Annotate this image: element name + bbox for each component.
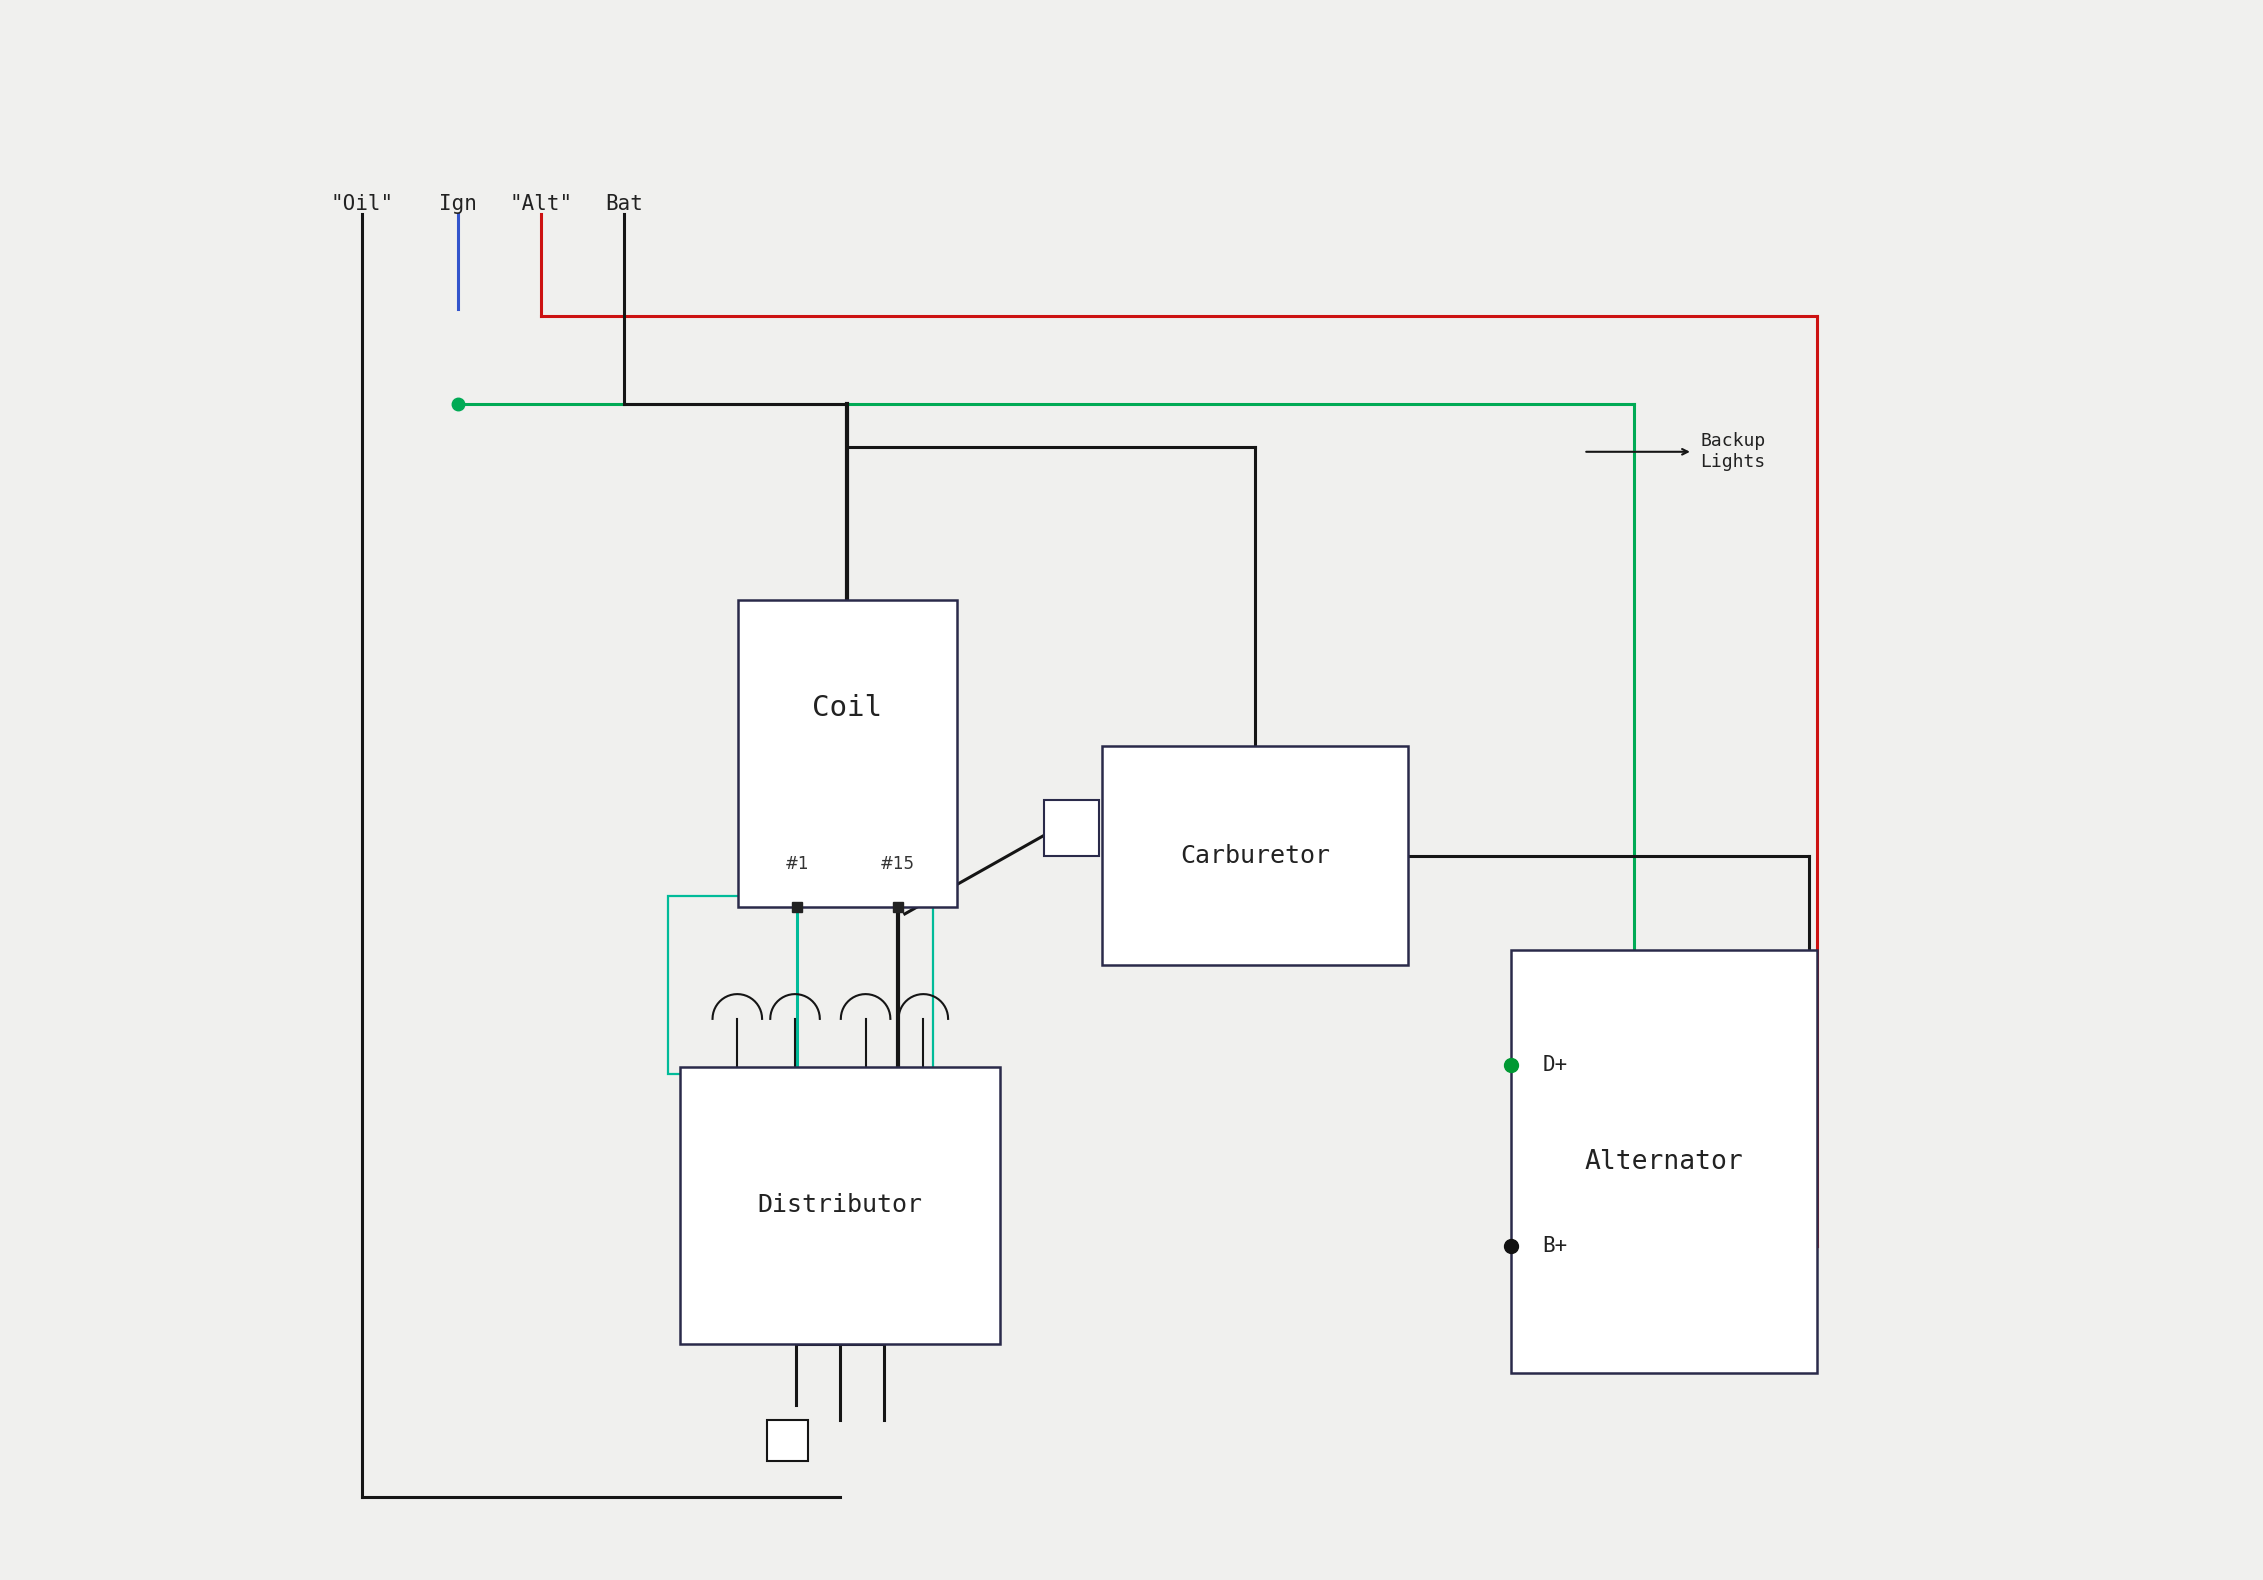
Text: "Oil": "Oil" — [330, 194, 394, 215]
Text: Carburetor: Carburetor — [1181, 844, 1331, 867]
Bar — [1043, 799, 1100, 856]
Text: Distributor: Distributor — [758, 1193, 923, 1218]
FancyBboxPatch shape — [1509, 950, 1817, 1373]
Text: D+: D+ — [1543, 1054, 1568, 1074]
Text: B+: B+ — [1543, 1236, 1568, 1256]
Text: Backup
Lights: Backup Lights — [1700, 433, 1765, 471]
Text: Ign: Ign — [439, 194, 477, 215]
Text: "Alt": "Alt" — [509, 194, 573, 215]
Text: #15: #15 — [880, 855, 914, 872]
FancyBboxPatch shape — [679, 1066, 1000, 1345]
Text: Alternator: Alternator — [1584, 1149, 1743, 1176]
FancyBboxPatch shape — [1102, 746, 1408, 965]
Bar — [668, 896, 932, 1074]
Text: #1: #1 — [785, 855, 810, 872]
Text: Coil: Coil — [812, 694, 883, 722]
FancyBboxPatch shape — [738, 600, 957, 907]
Bar — [767, 1420, 808, 1460]
Text: Bat: Bat — [604, 194, 643, 215]
